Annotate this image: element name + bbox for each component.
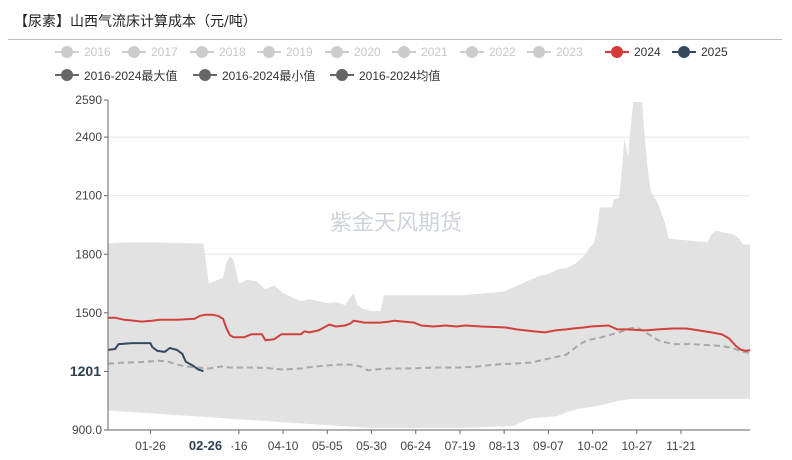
legend-item-3[interactable]: 2018 bbox=[190, 44, 246, 60]
legend-item-5[interactable]: 2020 bbox=[325, 44, 381, 60]
legend-item-6[interactable]: 2021 bbox=[392, 44, 448, 60]
x-tick-label-5: 05-30 bbox=[356, 439, 387, 453]
legend-label: 2025 bbox=[701, 45, 728, 59]
legend-marker-icon bbox=[392, 45, 416, 59]
legend-marker-icon bbox=[460, 45, 484, 59]
legend-label: 2018 bbox=[219, 45, 246, 59]
chart-legend: 2016 2017 2018 2019 2020 2021 2022 2023 2024 2025… bbox=[0, 0, 792, 90]
legend-marker-icon bbox=[527, 45, 551, 59]
legend-marker-icon bbox=[122, 45, 146, 59]
legend-item-11[interactable]: 2016-2024最大值 bbox=[55, 67, 177, 83]
current-date-label: 02-26 bbox=[189, 438, 222, 453]
legend-label: 2016-2024最大值 bbox=[84, 68, 178, 83]
x-tick-label-11: 10-27 bbox=[621, 439, 652, 453]
x-tick-label-9: 09-07 bbox=[533, 439, 564, 453]
legend-item-1[interactable]: 2016 bbox=[55, 44, 111, 60]
legend-item-4[interactable]: 2019 bbox=[257, 44, 313, 60]
legend-item-13[interactable]: 2016-2024均值 bbox=[330, 67, 440, 83]
legend-marker-icon bbox=[605, 45, 629, 59]
legend-marker-icon bbox=[330, 68, 354, 82]
x-tick-label-1: 01-26 bbox=[135, 439, 166, 453]
x-tick-label-2: ·16 bbox=[230, 439, 248, 453]
x-tick-label-3: 04-10 bbox=[268, 439, 299, 453]
legend-label: 2024 bbox=[634, 45, 661, 59]
legend-marker-icon bbox=[190, 45, 214, 59]
title-divider bbox=[8, 39, 782, 40]
y-tick-label-6: 2400 bbox=[75, 130, 102, 144]
legend-label: 2023 bbox=[556, 45, 583, 59]
x-tick-label-10: 10-02 bbox=[577, 439, 608, 453]
legend-item-9[interactable]: 2024 bbox=[605, 44, 661, 60]
x-tick-label-4: 05-05 bbox=[312, 439, 343, 453]
x-tick-label-12: 11-21 bbox=[666, 439, 696, 453]
legend-item-12[interactable]: 2016-2024最小值 bbox=[193, 67, 315, 83]
legend-label: 2020 bbox=[354, 45, 381, 59]
min-max-band bbox=[108, 102, 750, 428]
legend-marker-icon bbox=[55, 45, 79, 59]
legend-label: 2022 bbox=[489, 45, 516, 59]
legend-item-8[interactable]: 2023 bbox=[527, 44, 583, 60]
current-value-box bbox=[64, 362, 104, 381]
legend-label: 2016-2024均值 bbox=[359, 68, 441, 83]
y-tick-label-1: 900.0 bbox=[72, 423, 102, 437]
watermark: 紫金天风期货 bbox=[330, 211, 462, 236]
legend-marker-icon bbox=[193, 68, 217, 82]
series-average-line bbox=[107, 326, 751, 372]
legend-item-7[interactable]: 2022 bbox=[460, 44, 516, 60]
legend-label: 2021 bbox=[421, 45, 448, 59]
legend-label: 2016-2024最小值 bbox=[222, 68, 316, 83]
current-value-label: 1201 bbox=[70, 363, 101, 379]
legend-label: 2017 bbox=[151, 45, 178, 59]
y-tick-label-3: 1500 bbox=[75, 306, 102, 320]
series-2024-line bbox=[108, 313, 751, 352]
x-tick-label-7: 07-19 bbox=[445, 439, 476, 453]
legend-marker-icon bbox=[55, 68, 79, 82]
series-2025-line bbox=[107, 342, 204, 373]
x-tick-label-8: 08-13 bbox=[489, 439, 520, 453]
legend-item-2[interactable]: 2017 bbox=[122, 44, 178, 60]
chart-title: 【尿素】山西气流床计算成本（元/吨） bbox=[14, 14, 257, 30]
y-tick-label-5: 2100 bbox=[75, 189, 102, 203]
x-tick-label-6: 06-24 bbox=[400, 439, 431, 453]
y-tick-label-4: 1800 bbox=[75, 247, 102, 261]
legend-item-10[interactable]: 2025 bbox=[672, 44, 728, 60]
legend-marker-icon bbox=[325, 45, 349, 59]
legend-label: 2016 bbox=[84, 45, 111, 59]
legend-label: 2019 bbox=[286, 45, 313, 59]
legend-marker-icon bbox=[672, 45, 696, 59]
legend-marker-icon bbox=[257, 45, 281, 59]
y-tick-label-7: 2590 bbox=[75, 93, 102, 107]
